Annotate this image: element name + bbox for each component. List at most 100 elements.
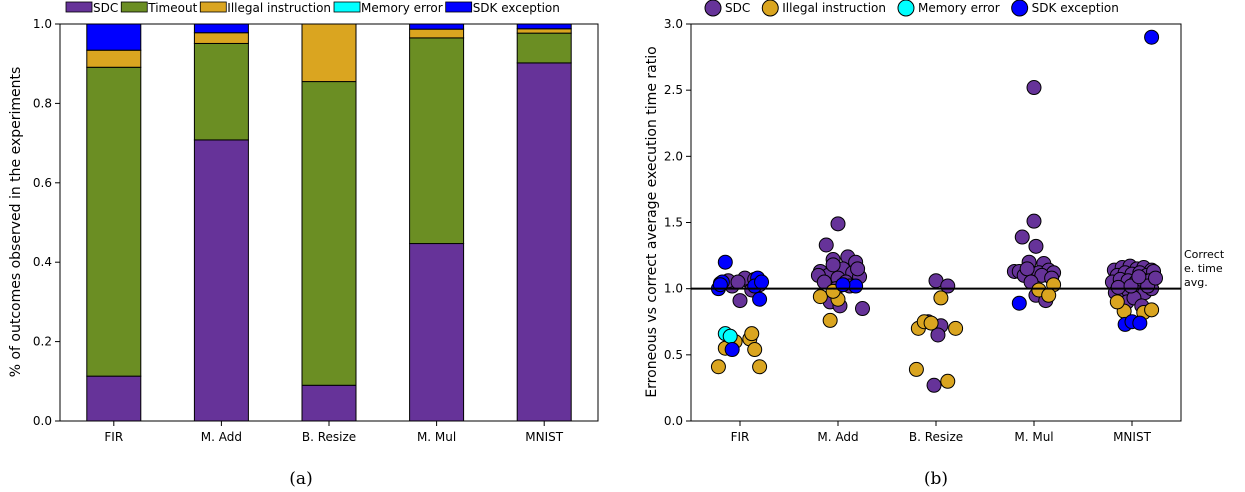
point-illegal-instruction-7: [812, 289, 828, 305]
y-tick-label-b-1-0: 1.0: [664, 282, 683, 296]
bar-illegal-instruction-fir: [86, 49, 142, 68]
y-tick-label-b-2-5: 2.5: [664, 83, 683, 97]
caption-b: (b): [924, 469, 948, 489]
point-sdc-8: [730, 274, 746, 290]
x-tick-label-a-b-resize: B. Resize: [302, 430, 356, 444]
legend-label-a-illegal-instruction: Illegal instruction: [227, 1, 331, 15]
bar-timeout-mnist: [516, 32, 572, 64]
point-sdc-82: [1110, 279, 1126, 295]
reference-label-line-2: e. time: [1184, 262, 1223, 275]
bar-illegal-instruction-m-mul: [409, 28, 465, 39]
point-illegal-instruction-4: [744, 326, 760, 342]
legend-label-a-sdk-exception: SDK exception: [473, 1, 560, 15]
bar-sdc-mnist: [516, 62, 572, 422]
point-sdc-0: [732, 293, 748, 309]
bar-illegal-instruction-b-resize: [301, 23, 357, 83]
point-sdk-exception-5: [724, 342, 740, 358]
point-sdc-36: [926, 377, 942, 393]
x-tick-label-b-m-mul: M. Mul: [1014, 430, 1053, 444]
legend-a: SDC Timeout Illegal instruction Memory erro…: [65, 1, 560, 15]
y-tick-label-a-1-0: 1.0: [33, 17, 52, 31]
point-sdc-49: [1019, 261, 1035, 277]
legend-swatch-a-memory-error: [333, 1, 361, 13]
scatter-points-group: [710, 29, 1164, 393]
y-axis-ticks-a: 0.0 0.2 0.4 0.6 0.8 1.0: [33, 17, 60, 428]
point-memory-error-1: [722, 328, 738, 344]
y-tick-label-a-0-8: 0.8: [33, 96, 52, 110]
y-axis-ticks-b: 0.0 0.5 1.0 1.5 2.0 2.5 3.0: [664, 17, 691, 428]
legend-label-a-timeout: Timeout: [147, 1, 197, 15]
legend-swatch-a-illegal-instruction: [199, 1, 227, 13]
bar-series-group: [86, 23, 572, 422]
point-sdc-40: [1028, 238, 1044, 254]
y-axis-label-a: % of outcomes observed in the experiment…: [8, 67, 24, 378]
y-tick-label-b-2-0: 2.0: [664, 149, 683, 163]
legend-label-a-memory-error: Memory error: [361, 1, 443, 15]
caption-a: (a): [289, 469, 312, 489]
x-axis-ticks-a: FIR M. Add B. Resize M. Mul MNIST: [104, 421, 564, 444]
bar-sdc-b-resize: [301, 384, 357, 422]
legend-swatch-a-timeout: [120, 1, 148, 13]
point-illegal-instruction-15: [948, 320, 964, 336]
point-sdk-exception-12: [1144, 29, 1160, 45]
bar-sdc-m-mul: [409, 243, 465, 422]
bar-sdk-exception-m-add: [193, 23, 249, 34]
legend-label-b-sdk-exception: SDK exception: [1032, 1, 1119, 15]
y-tick-label-a-0-2: 0.2: [33, 335, 52, 349]
reference-label-line-1: Correct: [1184, 248, 1225, 261]
bar-sdk-exception-fir: [86, 23, 142, 51]
point-sdc-35: [930, 327, 946, 343]
point-sdc-86: [1131, 269, 1147, 285]
x-tick-label-a-fir: FIR: [104, 430, 123, 444]
legend-label-b-sdc: SDC: [725, 1, 750, 15]
bar-timeout-fir: [86, 66, 142, 377]
point-sdc-30: [825, 257, 841, 273]
legend-marker-b-sdk-exception: [1011, 0, 1029, 17]
scatter-chart-panel: 0.0 0.5 1.0 1.5 2.0 2.5 3.0 FIR M. Add B. Resize…: [644, 0, 1225, 489]
point-sdc-39: [1014, 229, 1030, 245]
legend-label-a-sdc: SDC: [93, 1, 118, 15]
bar-illegal-instruction-m-add: [193, 32, 249, 44]
bar-timeout-m-mul: [409, 37, 465, 245]
point-illegal-instruction-24: [1109, 294, 1125, 310]
bar-timeout-b-resize: [301, 81, 357, 386]
legend-marker-b-memory-error: [897, 0, 915, 17]
x-tick-label-b-fir: FIR: [731, 430, 750, 444]
point-sdc-25: [855, 301, 870, 317]
x-tick-label-b-m-add: M. Add: [817, 430, 858, 444]
x-tick-label-a-m-mul: M. Mul: [417, 430, 456, 444]
legend-b: SDC Illegal instruction Memory error SDK ex…: [704, 0, 1119, 17]
point-sdk-exception-6: [752, 291, 768, 307]
x-axis-ticks-b: FIR M. Add B. Resize M. Mul MNIST: [731, 421, 1152, 444]
point-sdk-exception-15: [1132, 315, 1148, 331]
point-sdk-exception-8: [754, 274, 770, 290]
point-sdk-exception-9: [848, 278, 864, 294]
x-tick-label-b-mnist: MNIST: [1113, 430, 1151, 444]
point-illegal-instruction-8: [822, 312, 838, 328]
point-sdc-84: [1148, 270, 1164, 286]
bar-sdk-exception-m-mul: [409, 23, 465, 30]
y-tick-label-b-3-0: 3.0: [664, 17, 683, 31]
point-illegal-instruction-17: [940, 373, 956, 389]
point-sdc-29: [850, 261, 866, 277]
bar-timeout-m-add: [193, 42, 249, 141]
legend-swatch-a-sdc: [65, 1, 93, 13]
point-sdc-38: [1026, 213, 1042, 229]
x-tick-label-a-mnist: MNIST: [525, 430, 563, 444]
bar-sdc-fir: [86, 375, 142, 422]
bar-sdk-exception-mnist: [516, 23, 572, 30]
y-tick-label-b-0-0: 0.0: [664, 414, 683, 428]
legend-marker-b-sdc: [704, 0, 722, 17]
reference-label-line-3: avg.: [1184, 276, 1208, 289]
reference-line-label: Correct e. time avg.: [1184, 248, 1225, 289]
point-sdk-exception-0: [717, 254, 733, 270]
y-tick-label-a-0-0: 0.0: [33, 414, 52, 428]
point-illegal-instruction-5: [747, 342, 763, 358]
point-sdc-10: [830, 216, 846, 232]
y-tick-label-b-0-5: 0.5: [664, 348, 683, 362]
y-tick-label-a-0-4: 0.4: [33, 255, 52, 269]
legend-label-b-illegal-instruction: Illegal instruction: [782, 1, 886, 15]
point-illegal-instruction-11: [908, 361, 924, 377]
point-illegal-instruction-20: [1041, 287, 1057, 303]
